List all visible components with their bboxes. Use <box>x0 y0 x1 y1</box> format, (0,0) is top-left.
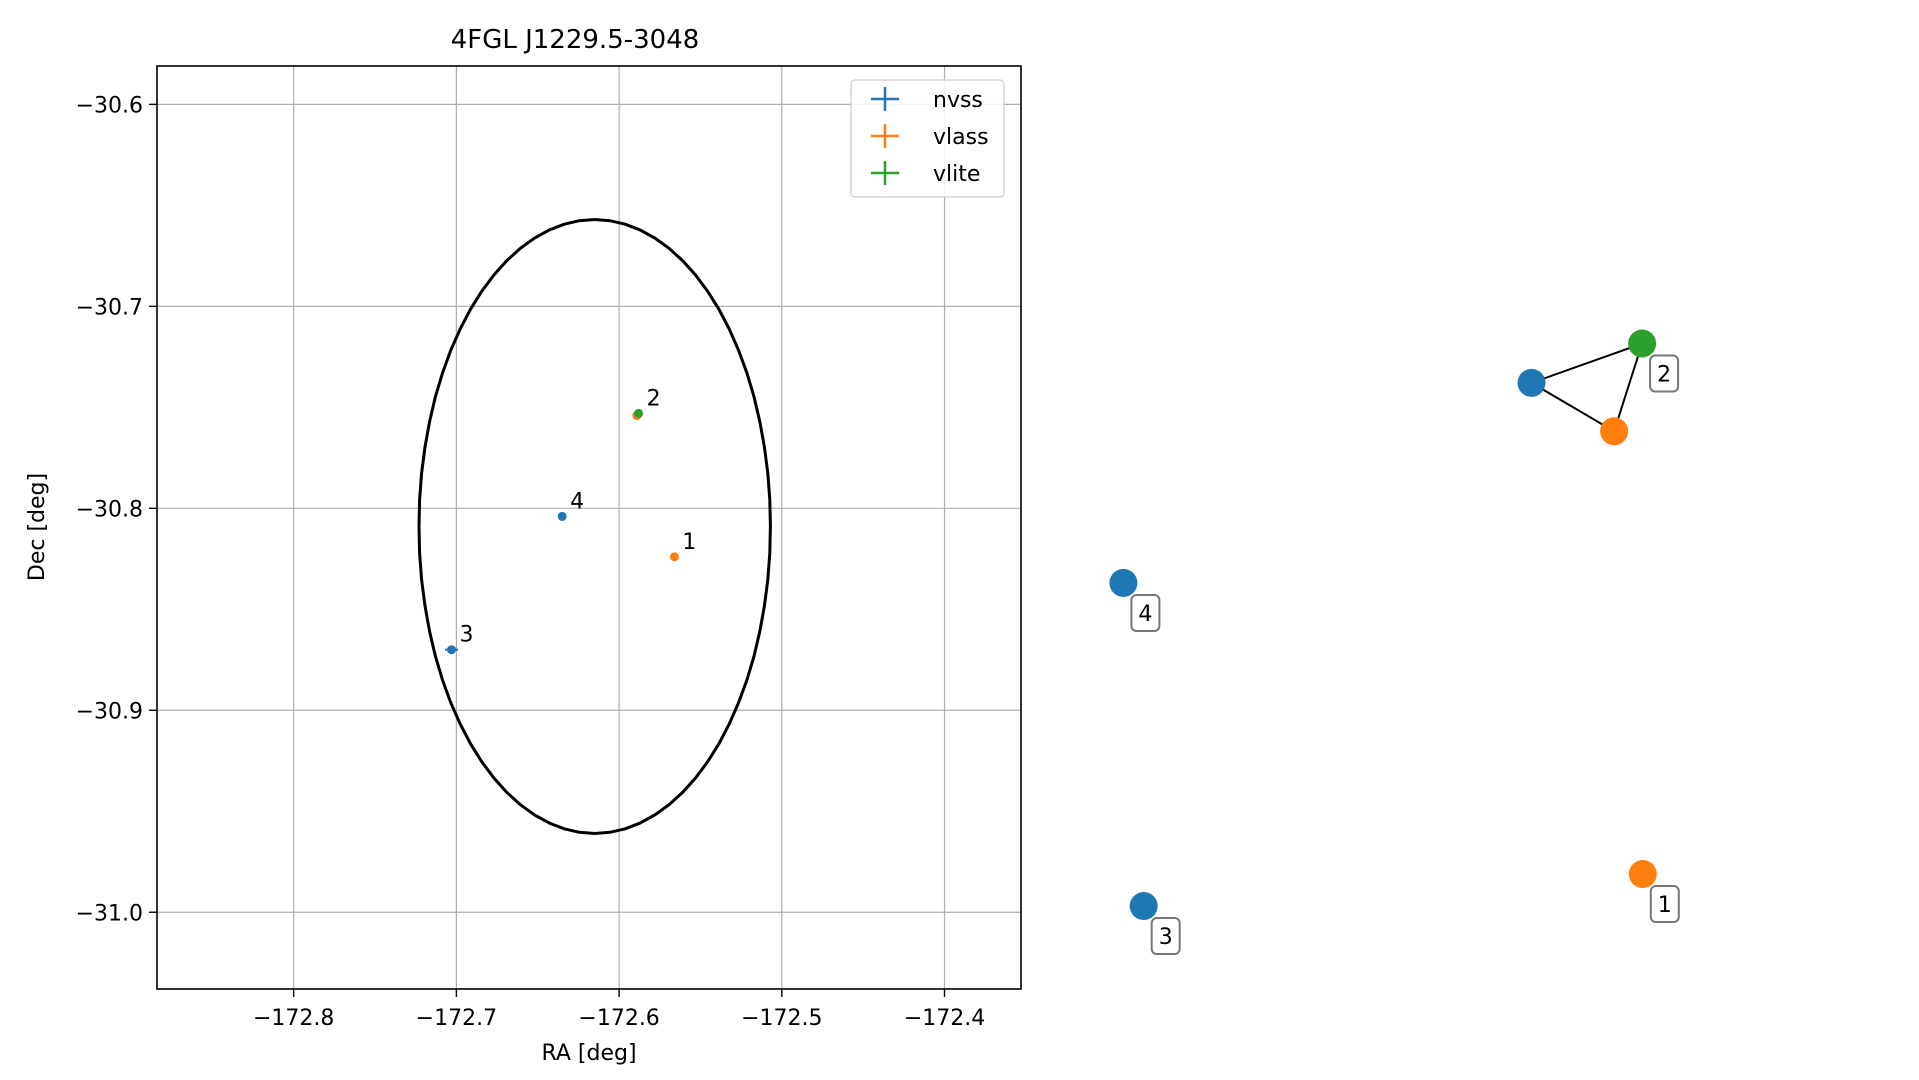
network-panel: 2 4 3 1 <box>1109 329 1680 956</box>
network-node <box>1109 568 1138 597</box>
y-axis-label: Dec [deg] <box>25 473 50 581</box>
network-edge <box>1613 343 1644 432</box>
chart-title: 4FGL J1229.5-3048 <box>451 25 700 55</box>
legend: nvss vlass vlite <box>850 79 1005 198</box>
x-tick-label: −172.8 <box>253 1006 334 1031</box>
network-edge <box>1530 382 1615 433</box>
network-node <box>1600 417 1629 446</box>
x-tick-label: −172.4 <box>904 1006 985 1031</box>
y-axis-ticks: −30.6 −30.7 −30.8 −30.9 −31.0 <box>76 93 157 926</box>
network-edges <box>1530 342 1644 433</box>
legend-entry: vlass <box>933 125 989 150</box>
point-label: 4 <box>570 489 584 514</box>
legend-box <box>850 79 1005 198</box>
x-tick-label: −172.7 <box>416 1006 497 1031</box>
ellipse-outline <box>417 217 772 836</box>
legend-entry: vlite <box>933 162 980 187</box>
data-points: 3 4 1 2 <box>445 386 696 655</box>
grid <box>157 66 1021 989</box>
network-node <box>1628 329 1657 358</box>
x-tick-label: −172.5 <box>741 1006 822 1031</box>
node-label: 3 <box>1150 917 1181 956</box>
y-tick-label: −31.0 <box>76 901 143 926</box>
point-label: 3 <box>460 623 474 648</box>
network-nodes <box>1109 329 1657 921</box>
plot-frame <box>156 65 1022 990</box>
node-label-box <box>1130 593 1161 632</box>
node-label-text: 3 <box>1159 925 1173 950</box>
node-label-text: 2 <box>1657 363 1671 388</box>
network-node <box>1628 860 1657 889</box>
network-edge <box>1531 342 1643 384</box>
x-tick-label: −172.6 <box>578 1006 659 1031</box>
node-label: 1 <box>1649 885 1680 924</box>
node-label-box <box>1150 917 1181 956</box>
y-tick-label: −30.7 <box>76 295 143 320</box>
node-label-text: 1 <box>1658 893 1672 918</box>
x-axis-ticks: −172.8 −172.7 −172.6 −172.5 −172.4 <box>253 989 985 1031</box>
node-label: 4 <box>1130 593 1161 632</box>
point-label: 2 <box>647 386 661 411</box>
y-tick-label: −30.8 <box>76 497 143 522</box>
y-tick-label: −30.6 <box>76 93 143 118</box>
network-labels: 2 4 3 1 <box>1130 354 1680 956</box>
data-point-nvss <box>447 645 457 655</box>
node-label-text: 4 <box>1138 602 1152 627</box>
node-label-box <box>1649 354 1680 393</box>
data-point-nvss <box>557 511 567 521</box>
network-node <box>1517 368 1546 397</box>
error-ellipse <box>417 217 772 836</box>
node-label: 2 <box>1649 354 1680 393</box>
network-node <box>1129 892 1158 921</box>
data-point-vlite <box>634 408 644 418</box>
y-tick-label: −30.9 <box>76 699 143 724</box>
point-label: 1 <box>682 530 696 555</box>
x-axis-label: RA [deg] <box>541 1041 636 1066</box>
legend-entry: nvss <box>933 88 983 113</box>
data-point-vlass <box>669 552 679 562</box>
node-label-box <box>1649 885 1680 924</box>
